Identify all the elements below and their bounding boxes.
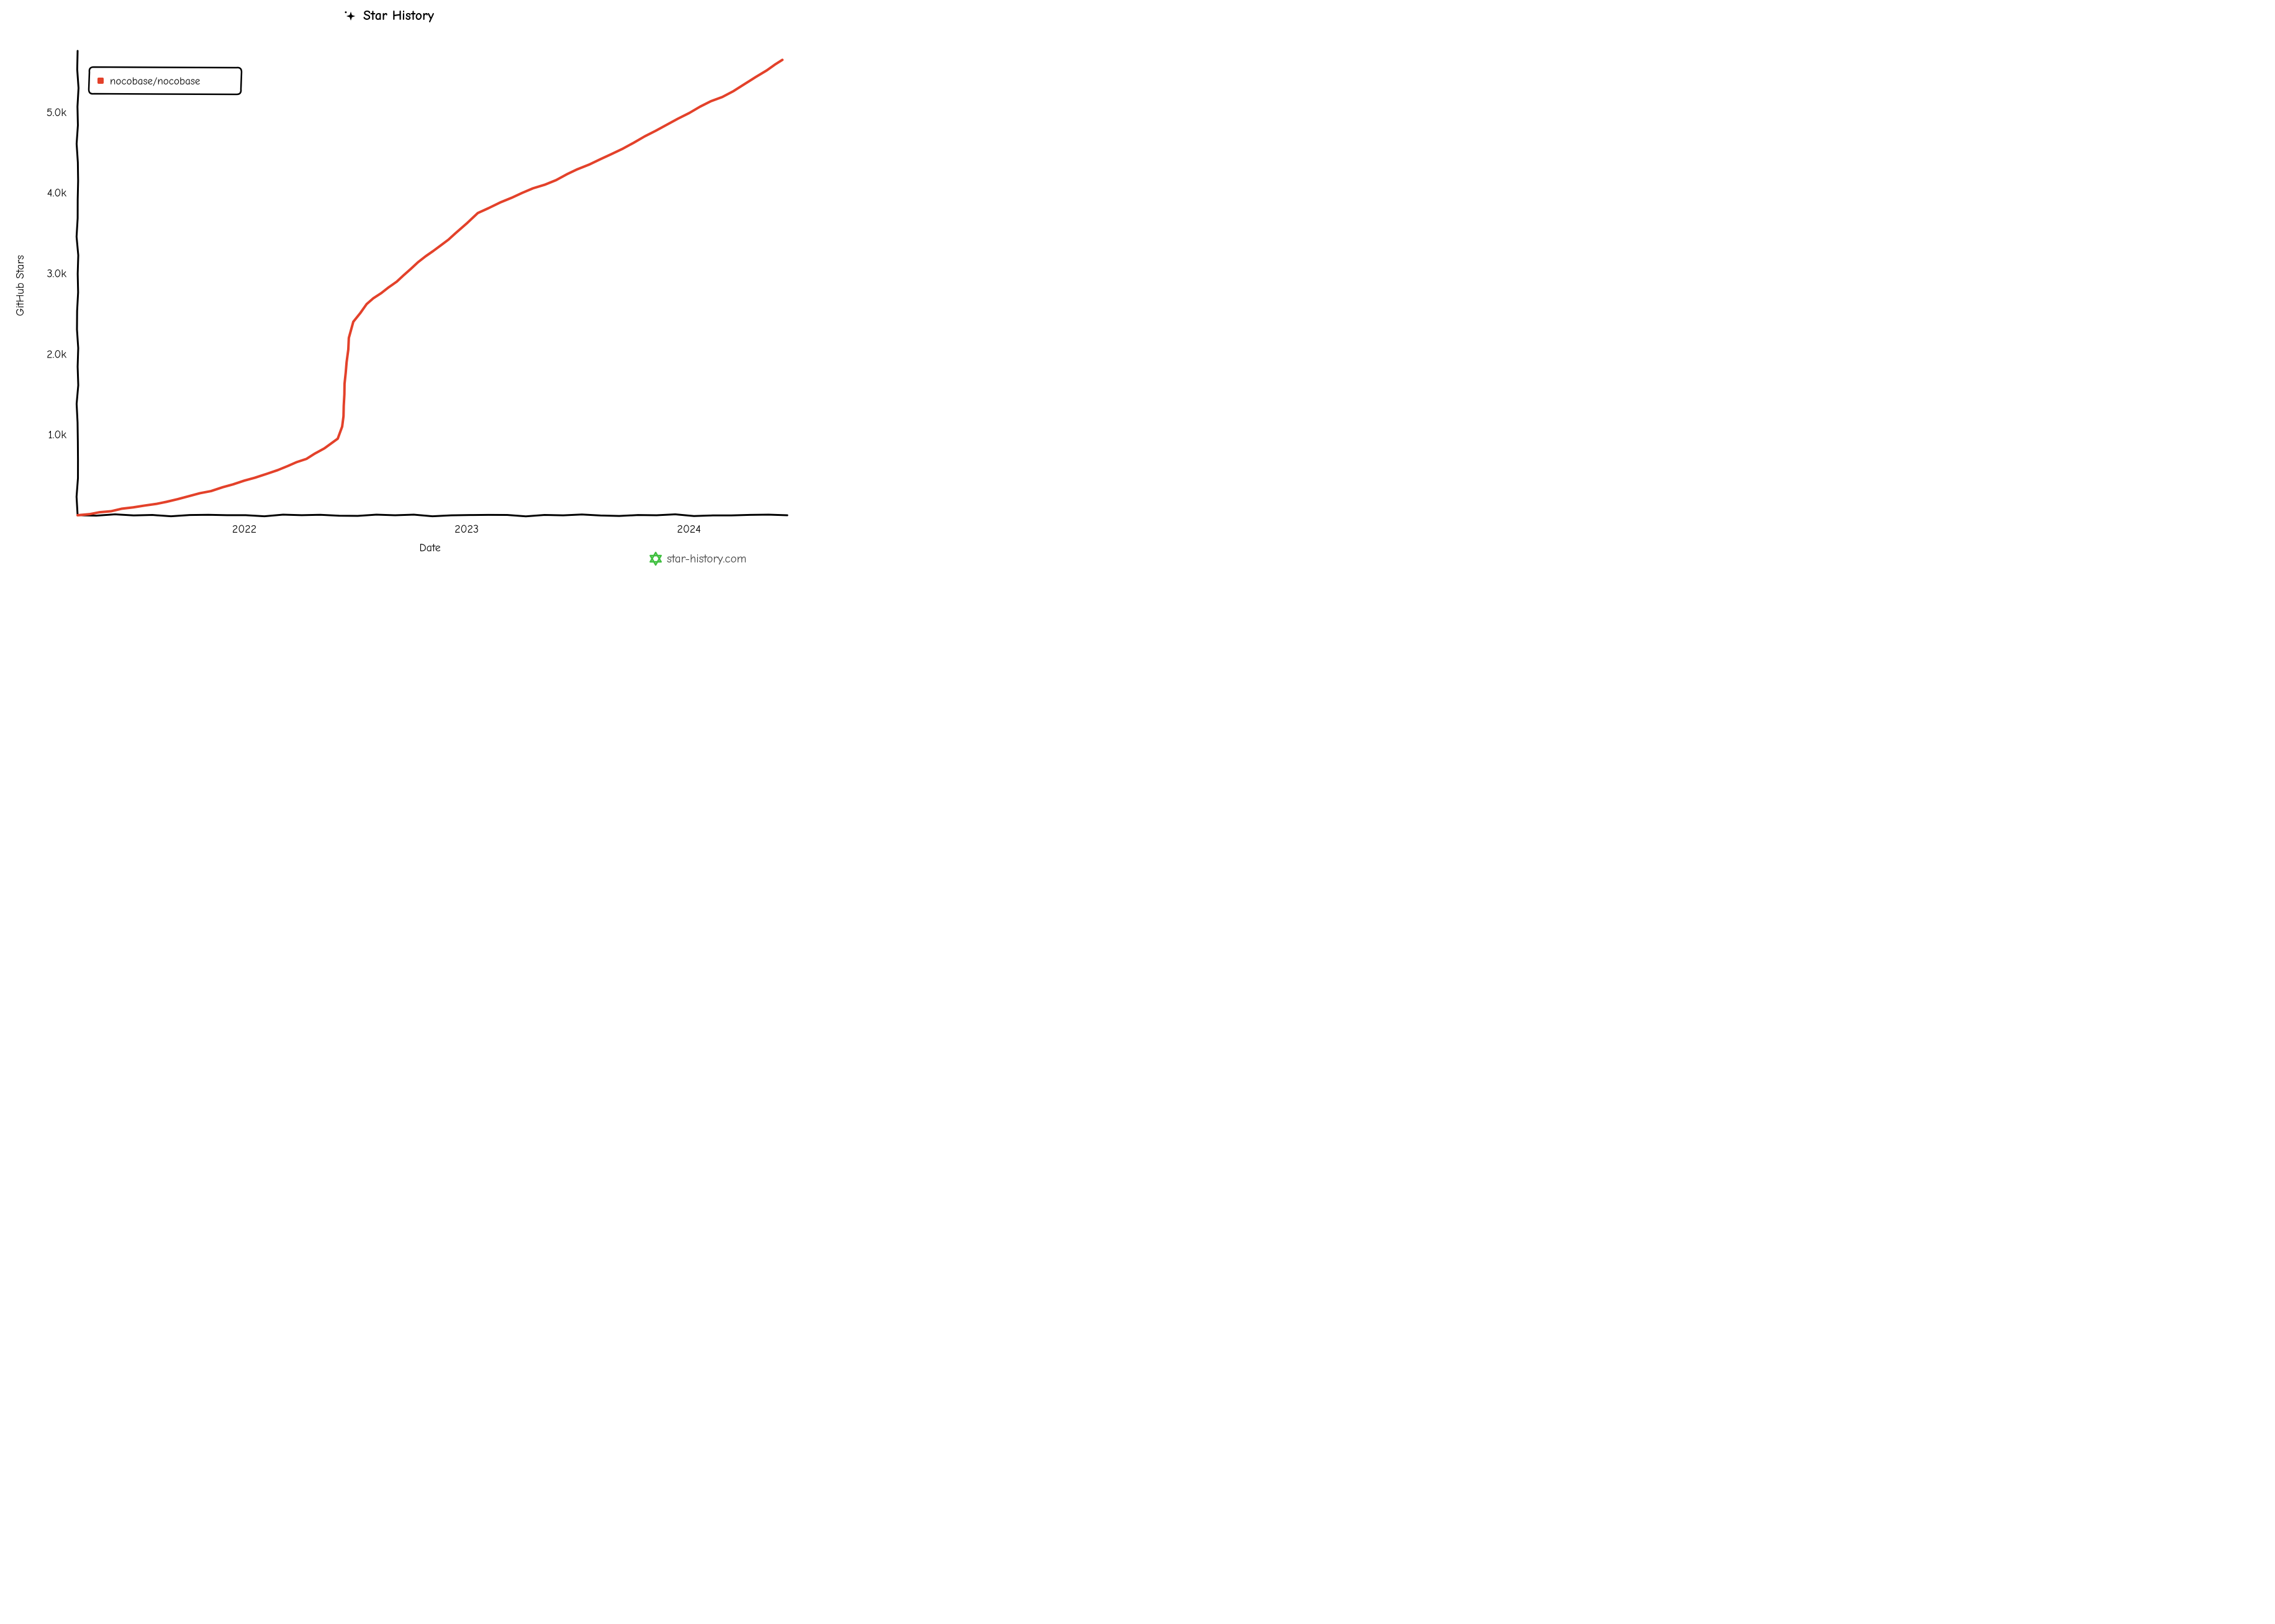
star-icon: [345, 11, 355, 20]
legend-label: nocobase/nocobase: [110, 76, 200, 88]
y-tick-label: 1.0k: [48, 428, 66, 441]
chart-svg: Star History 1.0k 2.0k 3.0k 4.0k 5.0k 2022 2023…: [0, 0, 820, 585]
chart-title: Star History: [345, 7, 434, 24]
attribution-text: star-history.com: [667, 552, 746, 566]
x-axis-label: Date: [419, 541, 440, 554]
x-axis: [78, 514, 787, 516]
y-tick-label: 4.0k: [47, 187, 66, 200]
legend-marker: [97, 78, 104, 84]
y-tick-label: 3.0k: [47, 268, 66, 281]
star-history-chart: Star History 1.0k 2.0k 3.0k 4.0k 5.0k 2022 2023…: [0, 0, 820, 585]
chart-title-text: Star History: [363, 7, 435, 24]
series-line: [78, 60, 782, 515]
y-tick-label: 2.0k: [47, 348, 66, 361]
x-tick-label: 2023: [455, 523, 479, 536]
y-tick-label: 5.0k: [47, 106, 66, 119]
y-axis-label: GitHub Stars: [14, 255, 27, 316]
star-history-icon: [650, 553, 661, 565]
x-tick-label: 2024: [677, 523, 700, 536]
y-axis: [76, 51, 78, 515]
attribution: star-history.com: [650, 552, 746, 566]
x-tick-label: 2022: [232, 523, 256, 536]
legend: nocobase/nocobase: [89, 67, 242, 94]
